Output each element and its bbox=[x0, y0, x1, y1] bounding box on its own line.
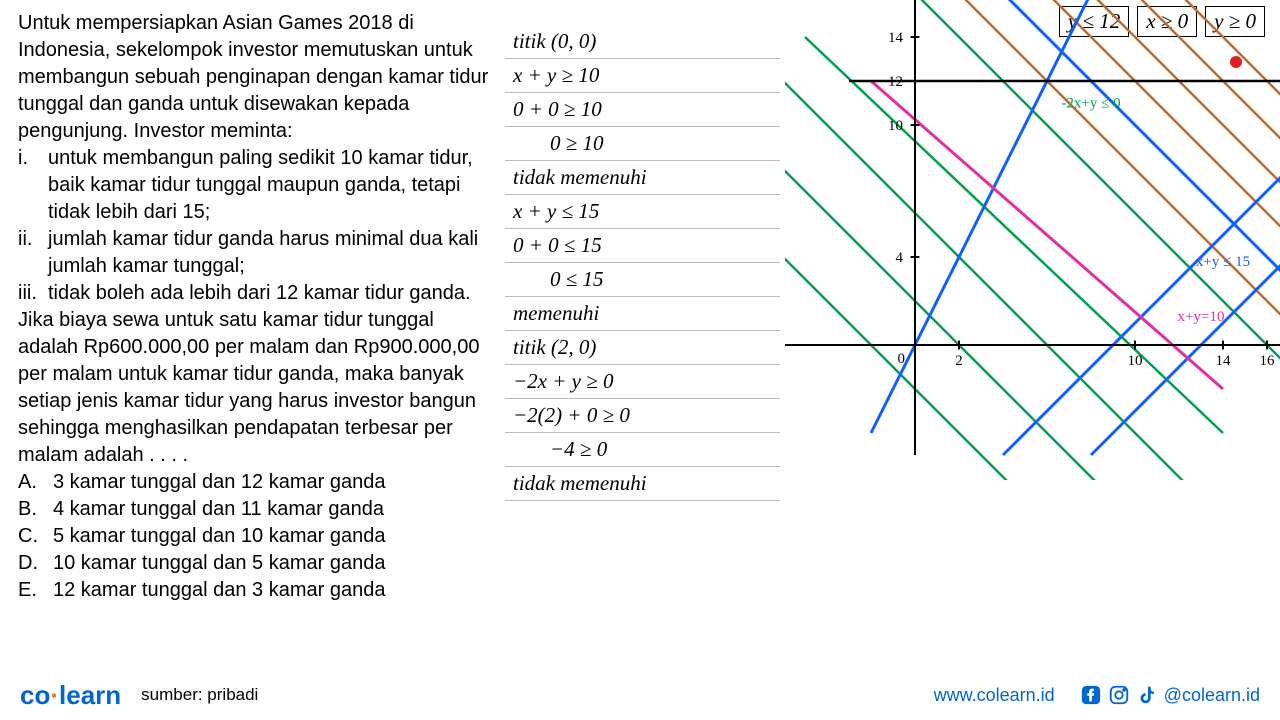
logo-co: co bbox=[20, 680, 50, 710]
footer: co·learn sumber: pribadi www.colearn.id … bbox=[0, 670, 1280, 720]
graph-column: y ≤ 12 x ≥ 0 y ≥ 0 2101416410121416xy0y=… bbox=[785, 0, 1280, 670]
colearn-logo: co·learn bbox=[20, 680, 121, 711]
problem-column: Untuk mempersiapkan Asian Games 2018 di … bbox=[0, 0, 500, 670]
svg-text:10: 10 bbox=[1128, 353, 1143, 369]
svg-text:10: 10 bbox=[888, 118, 903, 134]
logo-learn: learn bbox=[59, 680, 121, 710]
answer-label: E. bbox=[18, 577, 53, 604]
svg-text:x+y ≤ 15: x+y ≤ 15 bbox=[1196, 254, 1250, 270]
math-step: 0 + 0 ≥ 10 bbox=[505, 93, 780, 127]
item-text: untuk membangun paling sedikit 10 kamar … bbox=[48, 145, 495, 226]
svg-text:0: 0 bbox=[898, 351, 906, 367]
answer-label: B. bbox=[18, 496, 53, 523]
answer-text: 5 kamar tunggal dan 10 kamar ganda bbox=[53, 523, 385, 550]
answer-label: A. bbox=[18, 469, 53, 496]
graph-plot: 2101416410121416xy0y=12-2x+y ≤ 0x+y ≤ 15… bbox=[785, 0, 1280, 480]
item-num: iii. bbox=[18, 280, 48, 307]
logo-dot-icon: · bbox=[50, 680, 59, 710]
svg-text:16: 16 bbox=[888, 0, 904, 2]
social-handle[interactable]: @colearn.id bbox=[1164, 685, 1260, 706]
math-step: 0 ≥ 10 bbox=[505, 127, 780, 161]
tiktok-icon[interactable] bbox=[1136, 684, 1158, 706]
item-text: jumlah kamar tidur ganda harus minimal d… bbox=[48, 226, 495, 280]
math-step: x + y ≥ 10 bbox=[505, 59, 780, 93]
answer-label: C. bbox=[18, 523, 53, 550]
facebook-icon[interactable] bbox=[1080, 684, 1102, 706]
working-column: titik (0, 0)x + y ≥ 100 + 0 ≥ 100 ≥ 10ti… bbox=[500, 0, 785, 670]
svg-text:2: 2 bbox=[955, 353, 963, 369]
svg-text:14: 14 bbox=[888, 30, 904, 46]
svg-text:x+y=10: x+y=10 bbox=[1178, 309, 1225, 325]
answer-choices: A.3 kamar tunggal dan 12 kamar ganda B.4… bbox=[18, 469, 495, 604]
item-num: ii. bbox=[18, 226, 48, 280]
source-text: sumber: pribadi bbox=[141, 685, 258, 705]
math-step: tidak memenuhi bbox=[505, 467, 780, 501]
problem-intro: Untuk mempersiapkan Asian Games 2018 di … bbox=[18, 10, 495, 145]
instagram-icon[interactable] bbox=[1108, 684, 1130, 706]
svg-text:12: 12 bbox=[888, 74, 903, 90]
problem-tail: Jika biaya sewa untuk satu kamar tidur t… bbox=[18, 307, 495, 469]
item-num: i. bbox=[18, 145, 48, 226]
answer-text: 4 kamar tunggal dan 11 kamar ganda bbox=[53, 496, 384, 523]
math-step: 0 + 0 ≤ 15 bbox=[505, 229, 780, 263]
social-icons: @colearn.id bbox=[1080, 684, 1260, 706]
math-step: −2(2) + 0 ≥ 0 bbox=[505, 399, 780, 433]
math-step: −2x + y ≥ 0 bbox=[505, 365, 780, 399]
math-step: titik (0, 0) bbox=[505, 25, 780, 59]
svg-text:16: 16 bbox=[1260, 353, 1276, 369]
answer-label: D. bbox=[18, 550, 53, 577]
answer-text: 12 kamar tunggal dan 3 kamar ganda bbox=[53, 577, 385, 604]
math-step: memenuhi bbox=[505, 297, 780, 331]
answer-text: 3 kamar tunggal dan 12 kamar ganda bbox=[53, 469, 385, 496]
svg-text:4: 4 bbox=[896, 250, 904, 266]
problem-conditions: i.untuk membangun paling sedikit 10 kama… bbox=[18, 145, 495, 307]
math-step: titik (2, 0) bbox=[505, 331, 780, 365]
svg-text:-2x+y ≤ 0: -2x+y ≤ 0 bbox=[1061, 95, 1120, 111]
math-step: 0 ≤ 15 bbox=[505, 263, 780, 297]
answer-text: 10 kamar tunggal dan 5 kamar ganda bbox=[53, 550, 385, 577]
math-step: tidak memenuhi bbox=[505, 161, 780, 195]
item-text: tidak boleh ada lebih dari 12 kamar tidu… bbox=[48, 280, 471, 307]
website-link[interactable]: www.colearn.id bbox=[934, 685, 1055, 706]
svg-text:14: 14 bbox=[1216, 353, 1232, 369]
math-step: −4 ≥ 0 bbox=[505, 433, 780, 467]
math-step: x + y ≤ 15 bbox=[505, 195, 780, 229]
